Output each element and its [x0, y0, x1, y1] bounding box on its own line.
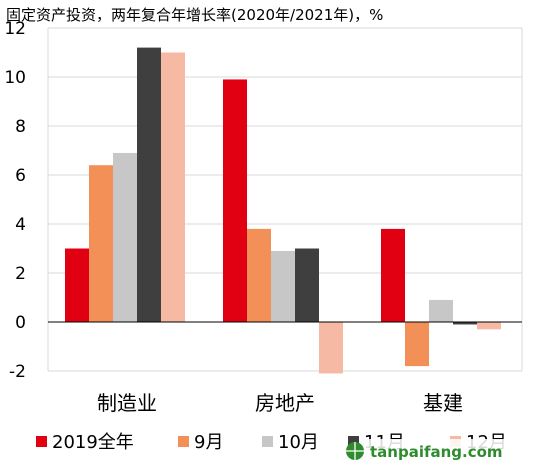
category-label: 基建 [423, 391, 463, 415]
y-axis-ticks: 12 10 8 6 4 2 0 -2 [4, 19, 26, 382]
bar [381, 228, 405, 322]
y-tick-label: 0 [15, 313, 26, 333]
watermark-text: tanpaifang.com [370, 443, 503, 461]
watermark-background [366, 439, 530, 463]
globe-icon-lines [346, 442, 364, 460]
bar [161, 52, 185, 322]
legend-label: 2019全年 [52, 432, 134, 453]
y-tick-label: 12 [4, 19, 26, 39]
category-label: 制造业 [97, 391, 157, 415]
bar [89, 165, 113, 322]
chart-title: 固定资产投资，两年复合年增长率(2020年/2021年)，% [6, 6, 383, 24]
y-tick-label: 8 [15, 117, 26, 137]
bar [271, 250, 295, 322]
bars [65, 47, 501, 374]
legend: 2019全年9月10月11月12月 [36, 432, 507, 453]
bar [223, 79, 247, 322]
legend-label: 10月 [278, 432, 319, 453]
y-tick-label: 4 [15, 215, 26, 235]
legend-swatch [36, 436, 47, 447]
legend-swatch [178, 436, 189, 447]
legend-swatch [348, 436, 359, 447]
bar [295, 248, 319, 322]
y-tick-label: 6 [15, 166, 26, 186]
bar [247, 228, 271, 322]
bar [477, 322, 501, 330]
bar [113, 152, 137, 322]
bar [429, 299, 453, 322]
watermark: tanpaifang.com [346, 439, 530, 463]
bar [453, 322, 477, 325]
category-labels: 制造业 房地产 基建 [97, 391, 463, 415]
y-tick-label: -2 [9, 362, 26, 382]
category-label: 房地产 [255, 391, 315, 415]
y-tick-label: 2 [15, 264, 26, 284]
bar [319, 322, 343, 374]
bar [65, 248, 89, 322]
legend-swatch [262, 436, 273, 447]
y-tick-label: 10 [4, 68, 26, 88]
bar [405, 322, 429, 367]
legend-label: 9月 [194, 432, 223, 453]
bar [137, 47, 161, 322]
